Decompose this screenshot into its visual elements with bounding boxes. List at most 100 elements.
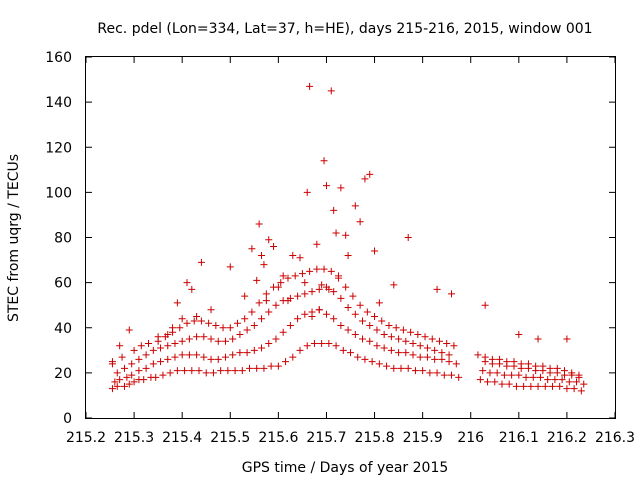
data-point [221, 353, 229, 361]
data-point [411, 367, 419, 375]
data-point [224, 367, 232, 375]
data-point [296, 254, 304, 262]
data-point [200, 333, 208, 341]
data-point [361, 175, 369, 183]
data-point [419, 367, 427, 375]
y-axis-ticks: 0 20 40 60 80 100 120 140 160 [45, 50, 615, 427]
data-point [157, 358, 165, 366]
x-tick-label: 215.4 [162, 430, 202, 446]
data-point [265, 236, 273, 244]
data-point [306, 267, 314, 275]
data-point [272, 301, 280, 309]
data-point [209, 369, 217, 377]
data-point [308, 312, 316, 320]
data-point [226, 263, 234, 271]
data-point [496, 355, 504, 363]
y-axis-label: STEC from uqrg / TECUs [6, 154, 22, 322]
data-point [541, 382, 549, 390]
data-point [229, 351, 237, 359]
data-point [205, 319, 213, 327]
data-point [371, 247, 379, 255]
data-point [243, 326, 251, 334]
data-point [373, 326, 381, 334]
data-point [407, 328, 415, 336]
data-point [532, 362, 540, 370]
data-point [409, 351, 417, 359]
data-point [380, 331, 388, 339]
data-point [404, 234, 412, 241]
data-point [373, 342, 381, 350]
data-point [202, 369, 210, 377]
data-point [125, 326, 133, 334]
data-point [207, 335, 215, 343]
data-point [286, 321, 294, 329]
data-point [164, 355, 172, 363]
data-point [183, 279, 191, 287]
data-point [356, 218, 364, 226]
data-point [344, 303, 352, 311]
data-point [366, 337, 374, 345]
data-point [265, 308, 273, 316]
data-point [282, 358, 290, 366]
x-tick-label: 215.3 [114, 430, 154, 446]
data-point [534, 382, 542, 390]
data-point [306, 82, 314, 90]
data-point [375, 360, 383, 368]
data-point [325, 285, 333, 293]
data-point [118, 353, 126, 361]
data-point [556, 382, 564, 390]
data-point [539, 362, 547, 370]
data-point [190, 317, 198, 325]
data-point [313, 240, 321, 248]
data-point [508, 371, 516, 379]
data-point [416, 342, 424, 350]
data-point [116, 376, 124, 384]
data-point [435, 337, 443, 345]
data-point [414, 331, 422, 339]
data-point [565, 378, 573, 386]
data-point [402, 349, 410, 357]
data-point [520, 382, 528, 390]
data-point [517, 360, 525, 368]
data-point [128, 360, 136, 368]
data-point [238, 367, 246, 375]
data-point [452, 360, 460, 368]
data-point [171, 340, 179, 348]
data-point [536, 373, 544, 381]
data-point [178, 315, 186, 323]
data-point [351, 202, 359, 210]
data-point [476, 376, 484, 384]
data-point [512, 382, 520, 390]
data-point [351, 310, 359, 318]
data-point [392, 324, 400, 332]
data-point [402, 337, 410, 345]
data-point [447, 290, 455, 298]
data-point [320, 265, 328, 273]
data-point [315, 285, 323, 293]
data-point [303, 342, 311, 350]
data-point [325, 340, 333, 348]
data-point [236, 349, 244, 357]
data-point [188, 367, 196, 375]
data-point [193, 351, 201, 359]
data-point [315, 306, 323, 314]
data-point [262, 290, 270, 298]
data-point [255, 220, 263, 228]
data-point [404, 364, 412, 372]
data-point [409, 340, 417, 348]
data-point [395, 349, 403, 357]
data-point [399, 326, 407, 334]
data-point [274, 283, 282, 291]
data-point [347, 349, 354, 357]
data-point [493, 369, 501, 377]
data-point [301, 290, 309, 298]
data-point [548, 382, 556, 390]
data-point [510, 358, 518, 366]
data-point [573, 378, 581, 386]
y-tick-label: 0 [63, 411, 72, 427]
y-tick-label: 80 [54, 231, 72, 247]
x-tick-label: 215.5 [210, 430, 250, 446]
x-tick-label: 215.7 [306, 430, 346, 446]
data-point [152, 373, 160, 381]
